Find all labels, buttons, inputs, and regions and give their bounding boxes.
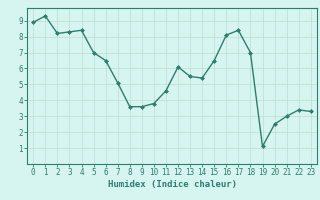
- X-axis label: Humidex (Indice chaleur): Humidex (Indice chaleur): [108, 180, 236, 189]
